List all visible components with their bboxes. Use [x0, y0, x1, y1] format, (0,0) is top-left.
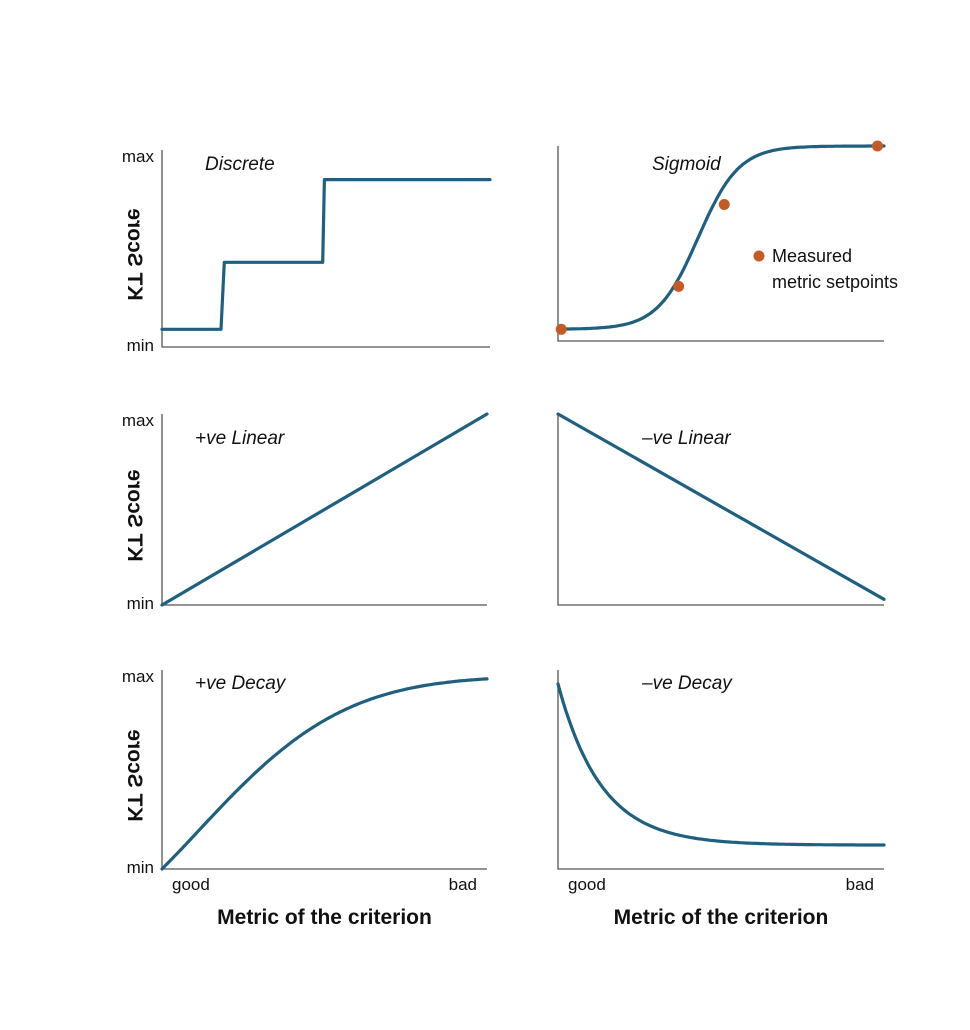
- x-tick-bad: bad: [449, 875, 477, 894]
- series-line: [556, 682, 886, 847]
- y-axis-label: KT Score: [123, 729, 146, 821]
- panel-title: –ve Decay: [641, 673, 733, 694]
- panel-title: +ve Decay: [195, 673, 287, 694]
- axes: [161, 670, 487, 870]
- panel-title: –ve Linear: [641, 428, 731, 449]
- y-axis-label: KT Score: [123, 208, 146, 300]
- legend: Measured metric setpoints: [753, 246, 898, 292]
- panel-5: +ve Decay max min KT Score good bad Metric of …: [122, 667, 489, 929]
- data-point: [555, 323, 567, 335]
- panel-title: Sigmoid: [652, 154, 722, 175]
- series-line: [160, 178, 492, 331]
- y-tick-max: max: [122, 147, 155, 166]
- series-line: [160, 412, 489, 607]
- x-tick-bad: bad: [846, 875, 874, 894]
- series-line: [556, 412, 886, 601]
- legend-text: Measured: [772, 246, 852, 266]
- data-point: [718, 199, 730, 210]
- axes: [557, 414, 884, 606]
- panel-4: –ve Linear: [556, 412, 886, 606]
- y-axis-label: KT Score: [123, 469, 146, 561]
- x-axis-label: Metric of the criterion: [217, 906, 432, 929]
- panel-6: –ve Decay good bad Metric of the criterion: [556, 670, 886, 929]
- panel-title: Discrete: [205, 154, 275, 175]
- y-tick-min: min: [127, 336, 154, 355]
- x-tick-good: good: [568, 875, 606, 894]
- data-point: [871, 140, 883, 152]
- panel-1: Discrete max min KT Score: [122, 147, 492, 355]
- x-axis-label: Metric of the criterion: [614, 906, 829, 929]
- series-line: [160, 677, 489, 871]
- axes: [557, 670, 884, 870]
- axes: [161, 150, 490, 348]
- x-tick-good: good: [172, 875, 210, 894]
- legend-marker: [753, 250, 765, 262]
- panel-2: Sigmoid Measured metric setpoints: [555, 140, 898, 342]
- y-tick-min: min: [127, 594, 154, 613]
- series-line: [556, 144, 886, 331]
- panel-title: +ve Linear: [195, 428, 285, 449]
- data-point: [673, 280, 685, 292]
- panel-3: +ve Linear max min KT Score: [122, 411, 489, 613]
- y-tick-max: max: [122, 667, 155, 686]
- axes: [557, 146, 884, 342]
- y-tick-min: min: [127, 858, 154, 877]
- legend-text: metric setpoints: [772, 272, 898, 292]
- y-tick-max: max: [122, 411, 155, 430]
